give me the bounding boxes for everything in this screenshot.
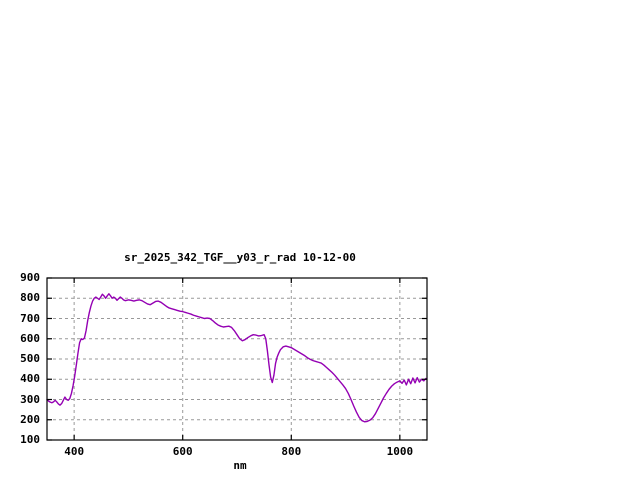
y-axis-tick-label: 400 bbox=[20, 372, 40, 386]
y-axis-tick-label: 700 bbox=[20, 311, 40, 325]
y-axis-tick-label: 800 bbox=[20, 291, 40, 305]
x-axis-label: nm bbox=[233, 459, 247, 472]
y-axis-tick-label: 500 bbox=[20, 352, 40, 365]
y-axis-tick-label: 100 bbox=[20, 433, 40, 446]
chart-title: sr_2025_342_TGF__y03_r_rad 10-12-00 bbox=[124, 251, 356, 264]
y-axis-tick-label: 200 bbox=[20, 412, 40, 426]
y-axis-tick-label: 300 bbox=[20, 392, 40, 406]
x-axis-tick-label: 600 bbox=[172, 445, 193, 458]
x-axis-tick-label: 800 bbox=[281, 445, 302, 458]
y-axis-tick-label: 600 bbox=[20, 331, 40, 345]
data-series-line bbox=[46, 293, 427, 423]
x-axis-tick-label: 400 bbox=[64, 445, 85, 458]
x-axis-tick-label: 1000 bbox=[386, 445, 414, 458]
y-axis-tick-label: 900 bbox=[20, 271, 40, 284]
